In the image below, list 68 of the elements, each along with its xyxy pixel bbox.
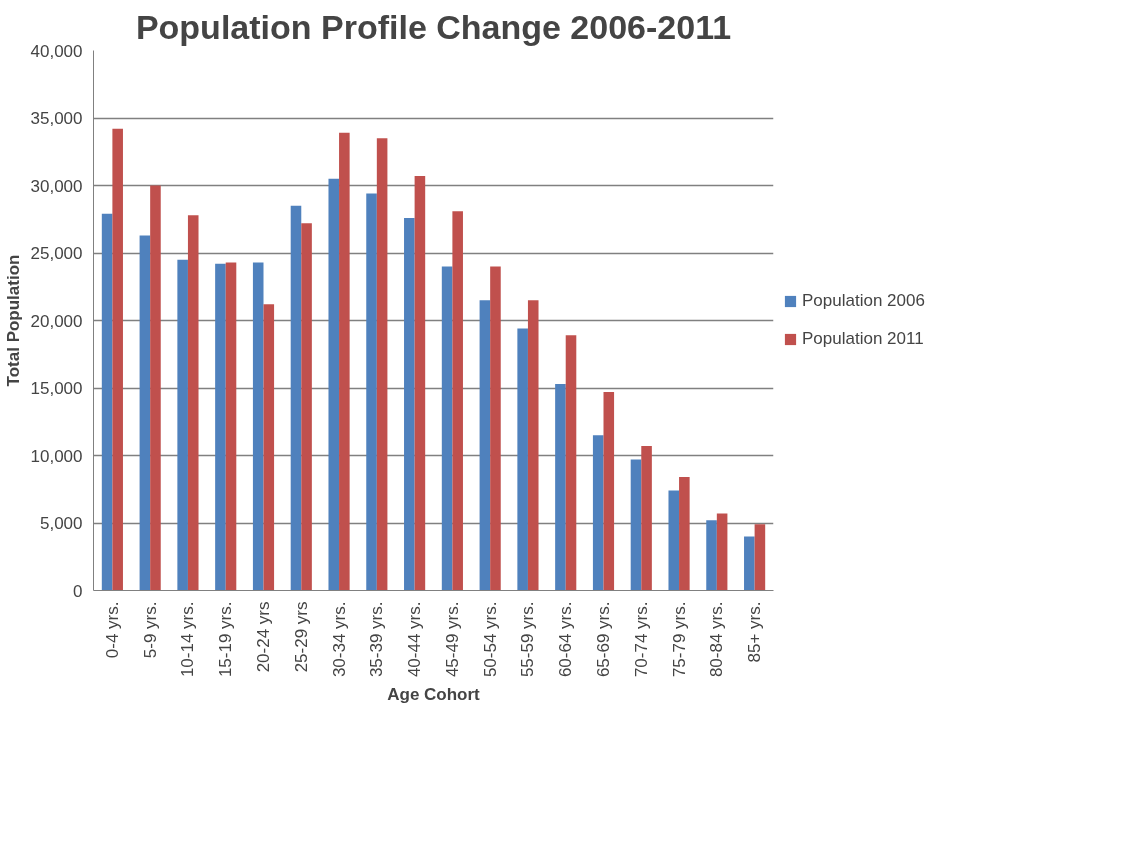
- bar: [641, 446, 652, 591]
- bar: [301, 223, 312, 591]
- bar: [150, 185, 161, 591]
- bar: [339, 132, 350, 591]
- bar: [112, 128, 123, 591]
- bar: [555, 383, 566, 591]
- bar: [592, 435, 604, 591]
- y-tick-label: 20,000: [30, 311, 83, 331]
- bar: [479, 300, 491, 591]
- bar: [252, 262, 264, 591]
- x-tick-label: 85+ yrs.: [745, 601, 765, 663]
- bar: [366, 193, 377, 591]
- legend-label: Population 2006: [802, 291, 925, 311]
- bar: [527, 300, 539, 591]
- x-tick-label: 15-19 yrs.: [216, 601, 236, 678]
- bar: [490, 266, 501, 591]
- y-tick-label: 5,000: [39, 514, 83, 533]
- bar: [263, 304, 275, 591]
- bar: [517, 328, 528, 591]
- bar: [177, 259, 188, 591]
- bar: [328, 178, 340, 591]
- bar: [706, 520, 717, 591]
- x-tick-label: 50-54 yrs.: [480, 601, 500, 678]
- x-tick-label: 75-79 yrs.: [669, 601, 689, 678]
- x-tick-label: 45-49 yrs.: [442, 601, 462, 678]
- bar: [225, 262, 237, 591]
- chart-title: Population Profile Change 2006-2011: [135, 7, 732, 46]
- y-tick-label: 40,000: [30, 41, 83, 61]
- bar: [290, 205, 302, 591]
- bar: [744, 536, 755, 591]
- bar: [668, 490, 680, 591]
- bar: [452, 211, 463, 591]
- x-tick-label: 80-84 yrs.: [707, 601, 727, 678]
- bar: [565, 335, 577, 591]
- bar: [630, 459, 642, 591]
- y-tick-label: 30,000: [30, 176, 83, 196]
- y-tick-label: 15,000: [30, 379, 83, 398]
- x-tick-label: 60-64 yrs.: [556, 601, 576, 678]
- y-tick-label: 25,000: [30, 244, 83, 263]
- x-tick-label: 40-44 yrs.: [405, 601, 425, 678]
- y-tick-label: 35,000: [30, 109, 83, 128]
- x-tick-label: 35-39 yrs.: [367, 601, 387, 678]
- bar: [754, 524, 766, 591]
- bar: [215, 263, 226, 591]
- x-tick-label: 65-69 yrs.: [594, 601, 613, 678]
- y-axis-title: Total Population: [3, 254, 23, 387]
- x-tick-label: 30-34 yrs.: [329, 601, 349, 678]
- bar: [603, 392, 615, 591]
- bar: [101, 213, 113, 591]
- bar: [139, 235, 151, 591]
- bar: [187, 215, 199, 591]
- x-tick-label: 25-29 yrs: [291, 601, 311, 673]
- bar: [376, 138, 388, 591]
- bar: [404, 217, 415, 591]
- x-tick-label: 10-14 yrs.: [178, 601, 198, 678]
- x-tick-label: 70-74 yrs.: [631, 601, 651, 678]
- bar: [716, 513, 728, 591]
- y-tick-label: 0: [73, 581, 83, 601]
- x-tick-label: 0-4 yrs.: [102, 601, 122, 659]
- legend-label: Population 2011: [802, 329, 924, 349]
- x-axis-title: Age Cohort: [387, 685, 481, 705]
- x-tick-label: 5-9 yrs.: [140, 601, 160, 659]
- x-tick-label: 20-24 yrs: [254, 601, 273, 673]
- bar: [679, 477, 690, 591]
- bar: [441, 266, 453, 591]
- y-tick-label: 10,000: [30, 446, 83, 466]
- bar: [414, 176, 426, 591]
- x-tick-label: 55-59 yrs.: [518, 601, 538, 678]
